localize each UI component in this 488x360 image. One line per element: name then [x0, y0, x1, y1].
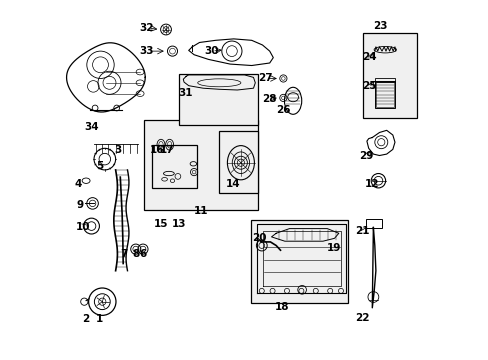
Text: 25: 25: [362, 81, 376, 91]
Text: 32: 32: [139, 23, 154, 33]
Bar: [250, 220, 347, 303]
Text: 9: 9: [76, 200, 83, 210]
Text: 10: 10: [76, 222, 90, 232]
Text: 27: 27: [258, 73, 272, 84]
Bar: [144, 120, 258, 210]
Text: 15: 15: [153, 219, 168, 229]
Text: 2: 2: [82, 314, 89, 324]
Text: 20: 20: [252, 233, 266, 243]
Text: 34: 34: [84, 122, 99, 132]
Bar: [375, 82, 393, 107]
Text: 16: 16: [150, 145, 164, 156]
Text: 6: 6: [139, 249, 146, 259]
Text: 22: 22: [355, 312, 369, 323]
Text: 29: 29: [358, 150, 373, 161]
Bar: [374, 78, 394, 82]
Text: 21: 21: [355, 226, 369, 236]
Text: 4: 4: [74, 179, 81, 189]
Bar: [366, 219, 382, 228]
Text: 30: 30: [203, 46, 218, 56]
Text: 28: 28: [261, 94, 276, 104]
Text: 31: 31: [178, 88, 192, 98]
Text: 5: 5: [96, 161, 103, 171]
Text: 33: 33: [139, 46, 154, 56]
Text: 8: 8: [132, 249, 139, 259]
Text: 12: 12: [365, 179, 379, 189]
Bar: [151, 145, 197, 188]
Text: 11: 11: [193, 206, 207, 216]
Text: 24: 24: [362, 52, 376, 62]
Text: 3: 3: [114, 145, 121, 156]
Bar: [374, 81, 394, 108]
Text: 14: 14: [225, 179, 240, 189]
Bar: [179, 74, 258, 125]
Text: 13: 13: [171, 219, 186, 229]
Text: 18: 18: [274, 302, 289, 312]
Text: 23: 23: [372, 21, 387, 31]
Text: 1: 1: [96, 314, 103, 324]
Text: 26: 26: [276, 105, 290, 115]
Bar: [362, 33, 416, 118]
Text: 7: 7: [120, 249, 127, 259]
Text: 19: 19: [326, 243, 340, 253]
Text: 17: 17: [160, 145, 174, 156]
Bar: [218, 131, 258, 193]
